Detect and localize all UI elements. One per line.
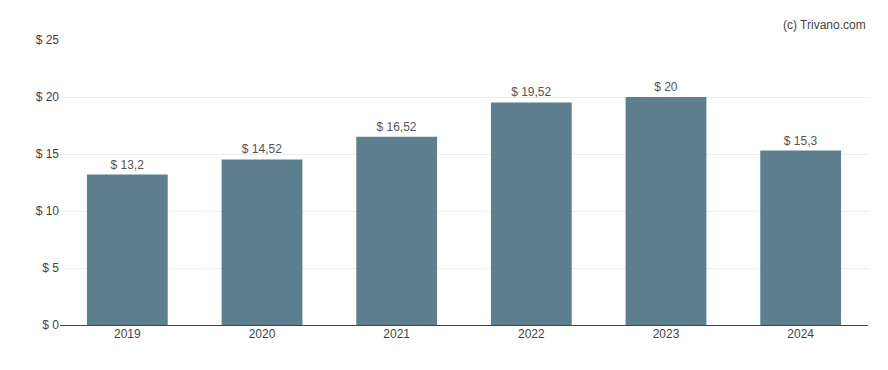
svg-text:$ 16,52: $ 16,52 [376, 120, 416, 134]
svg-text:2022: 2022 [518, 327, 545, 341]
svg-text:$ 19,52: $ 19,52 [511, 85, 551, 99]
svg-text:$ 20: $ 20 [36, 90, 60, 104]
svg-text:2020: 2020 [249, 327, 276, 341]
svg-text:$ 10: $ 10 [36, 204, 60, 218]
svg-text:$ 25: $ 25 [36, 33, 60, 47]
svg-text:$ 0: $ 0 [42, 318, 59, 332]
svg-text:$ 5: $ 5 [42, 261, 59, 275]
svg-text:$ 20: $ 20 [654, 80, 678, 94]
svg-text:2019: 2019 [114, 327, 141, 341]
svg-text:2024: 2024 [787, 327, 814, 341]
svg-text:2021: 2021 [383, 327, 410, 341]
svg-text:(c) Trivano.com: (c) Trivano.com [783, 18, 866, 32]
svg-text:$ 13,2: $ 13,2 [110, 158, 144, 172]
svg-text:$ 15: $ 15 [36, 147, 60, 161]
svg-text:$ 14,52: $ 14,52 [242, 142, 282, 156]
svg-text:$ 15,3: $ 15,3 [784, 134, 818, 148]
svg-text:2023: 2023 [653, 327, 680, 341]
